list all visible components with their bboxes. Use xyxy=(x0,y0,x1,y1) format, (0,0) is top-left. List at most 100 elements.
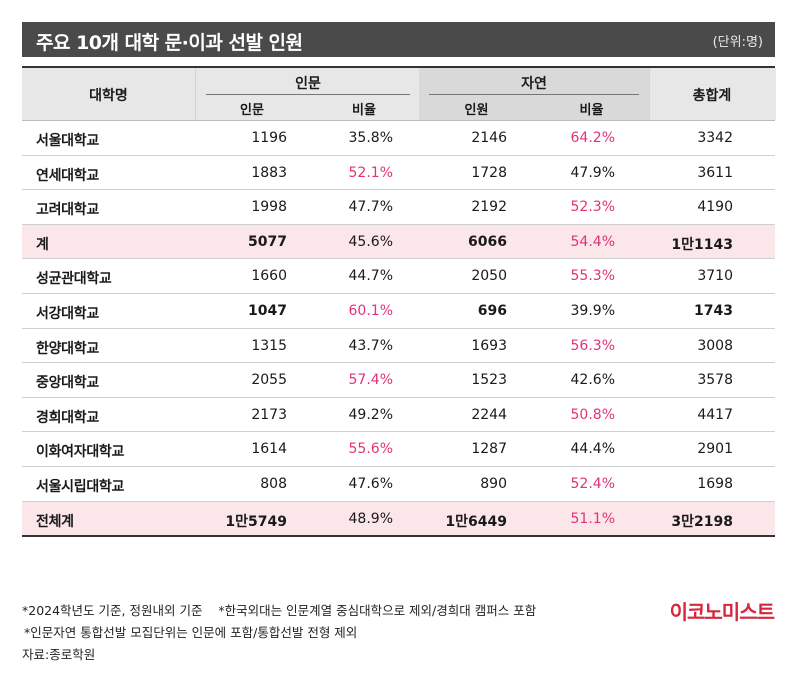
total-count: 1743 xyxy=(694,302,733,319)
note-1: *2024학년도 기준, 정원내외 기준 xyxy=(22,603,203,618)
humanities-ratio: 47.7% xyxy=(348,199,393,216)
natural-count: 2192 xyxy=(471,199,507,216)
natural-ratio: 39.9% xyxy=(570,302,615,319)
group-label-humanities: 인문 xyxy=(295,76,321,92)
humanities-ratio: 57.4% xyxy=(348,372,393,389)
natural-count: 2050 xyxy=(471,268,507,285)
table-row: 이화여자대학교 1614 55.6% 1287 44.4% 2901 xyxy=(22,432,775,467)
total-count: 1698 xyxy=(697,475,733,492)
university-name: 전체계 xyxy=(36,513,74,530)
university-name: 이화여자대학교 xyxy=(36,444,125,461)
humanities-count: 2173 xyxy=(251,406,287,423)
university-name: 서강대학교 xyxy=(36,305,99,322)
humanities-count: 1315 xyxy=(251,337,287,354)
university-name: 고려대학교 xyxy=(36,202,99,219)
humanities-count: 5077 xyxy=(248,233,287,250)
table-row: 고려대학교 1998 47.7% 2192 52.3% 4190 xyxy=(22,190,775,225)
humanities-count: 1998 xyxy=(251,199,287,216)
humanities-ratio: 52.1% xyxy=(348,164,393,181)
humanities-count: 1883 xyxy=(251,164,287,181)
total-count: 4190 xyxy=(697,199,733,216)
natural-count: 1523 xyxy=(471,372,507,389)
university-name: 서울시립대학교 xyxy=(36,478,125,495)
natural-ratio: 55.3% xyxy=(570,268,615,285)
natural-ratio: 52.4% xyxy=(570,475,615,492)
humanities-ratio: 48.9% xyxy=(348,510,393,527)
natural-ratio: 47.9% xyxy=(570,164,615,181)
humanities-ratio: 35.8% xyxy=(348,130,393,146)
natural-ratio: 50.8% xyxy=(570,406,615,423)
humanities-count: 1196 xyxy=(251,130,287,146)
university-name: 경희대학교 xyxy=(36,409,99,426)
total-count: 3008 xyxy=(697,337,733,354)
natural-count: 696 xyxy=(477,302,507,319)
data-table: 인문 인문 비율 자연 인원 비율 대학명 총합계 서울대학교 1196 35.8%… xyxy=(22,66,776,538)
sub-header-hum-ratio: 비율 xyxy=(352,103,376,118)
humanities-count: 1660 xyxy=(251,268,287,285)
humanities-ratio: 60.1% xyxy=(348,302,393,319)
note-3: *인문자연 통합선발 모집단위는 인문에 포함/통합선발 전형 제외 xyxy=(24,625,358,640)
natural-ratio: 52.3% xyxy=(570,199,615,216)
note-2: *한국외대는 인문계열 중심대학으로 제외/경희대 캠퍼스 포함 xyxy=(218,603,537,618)
natural-count: 2146 xyxy=(471,130,507,146)
humanities-ratio: 43.7% xyxy=(348,337,393,354)
natural-count: 890 xyxy=(480,475,507,492)
natural-count: 2244 xyxy=(471,406,507,423)
title-bar: 주요 10개 대학 문·이과 선발 인원 (단위:명) xyxy=(22,22,775,57)
sub-header-hum-count: 인문 xyxy=(240,103,264,118)
natural-ratio: 54.4% xyxy=(570,233,615,250)
source-note: 자료:종로학원 xyxy=(22,647,96,662)
sub-header-nat-ratio: 비율 xyxy=(579,103,604,118)
university-name: 연세대학교 xyxy=(36,167,99,184)
total-count: 4417 xyxy=(697,406,733,423)
total-count: 2901 xyxy=(697,441,733,458)
table-row: 중앙대학교 2055 57.4% 1523 42.6% 3578 xyxy=(22,363,775,398)
table-row: 서울대학교 1196 35.8% 2146 64.2% 3342 xyxy=(22,121,775,156)
sub-header-nat-count: 인원 xyxy=(464,103,489,118)
natural-ratio: 44.4% xyxy=(570,441,615,458)
natural-count: 1728 xyxy=(471,164,507,181)
humanities-ratio: 47.6% xyxy=(348,475,393,492)
humanities-ratio: 44.7% xyxy=(348,268,393,285)
university-name: 성균관대학교 xyxy=(36,271,112,288)
footnotes: *2024학년도 기준, 정원내외 기준 *한국외대는 인문계열 중심대학으로 … xyxy=(22,600,536,666)
university-name: 한양대학교 xyxy=(36,340,99,357)
total-count: 1만1143 xyxy=(671,236,733,253)
total-count: 3578 xyxy=(697,372,733,389)
humanities-count: 1614 xyxy=(251,441,287,458)
natural-ratio: 64.2% xyxy=(570,130,615,146)
table-body: 서울대학교 1196 35.8% 2146 64.2% 3342 연세대학교 1883 52.1… xyxy=(22,121,775,538)
natural-ratio: 56.3% xyxy=(570,337,615,354)
university-name: 계 xyxy=(36,236,49,253)
table-row: 연세대학교 1883 52.1% 1728 47.9% 3611 xyxy=(22,156,775,191)
table-row: 계 5077 45.6% 6066 54.4% 1만1143 xyxy=(22,224,775,260)
natural-count: 1693 xyxy=(471,337,507,354)
table-row: 한양대학교 1315 43.7% 1693 56.3% 3008 xyxy=(22,329,775,364)
humanities-count: 2055 xyxy=(251,372,287,389)
table-row: 성균관대학교 1660 44.7% 2050 55.3% 3710 xyxy=(22,259,775,294)
total-count: 3611 xyxy=(697,164,733,181)
total-count: 3710 xyxy=(697,268,733,285)
natural-count: 1287 xyxy=(471,441,507,458)
header-total: 총합계 xyxy=(692,88,732,104)
page-title: 주요 10개 대학 문·이과 선발 인원 xyxy=(36,32,303,54)
humanities-count: 1047 xyxy=(248,302,287,319)
humanities-ratio: 49.2% xyxy=(348,406,393,423)
university-name: 서울대학교 xyxy=(36,133,99,149)
humanities-count: 808 xyxy=(260,475,287,492)
humanities-count: 1만5749 xyxy=(225,513,287,530)
university-name: 중앙대학교 xyxy=(36,375,99,392)
publisher-logo: 이코노미스트 xyxy=(669,600,775,624)
unit-label: (단위:명) xyxy=(712,35,763,50)
natural-ratio: 51.1% xyxy=(570,510,615,527)
table-header: 인문 인문 비율 자연 인원 비율 대학명 총합계 xyxy=(22,66,776,121)
header-university: 대학명 xyxy=(89,88,128,104)
total-count: 3342 xyxy=(697,130,733,146)
humanities-ratio: 45.6% xyxy=(348,233,393,250)
table-row: 전체계 1만5749 48.9% 1만6449 51.1% 3만2198 xyxy=(22,501,775,538)
humanities-ratio: 55.6% xyxy=(348,441,393,458)
total-count: 3만2198 xyxy=(671,513,733,530)
natural-count: 1만6449 xyxy=(445,513,507,530)
header-group-humanities: 인문 인문 비율 xyxy=(195,68,420,120)
natural-ratio: 42.6% xyxy=(570,372,615,389)
